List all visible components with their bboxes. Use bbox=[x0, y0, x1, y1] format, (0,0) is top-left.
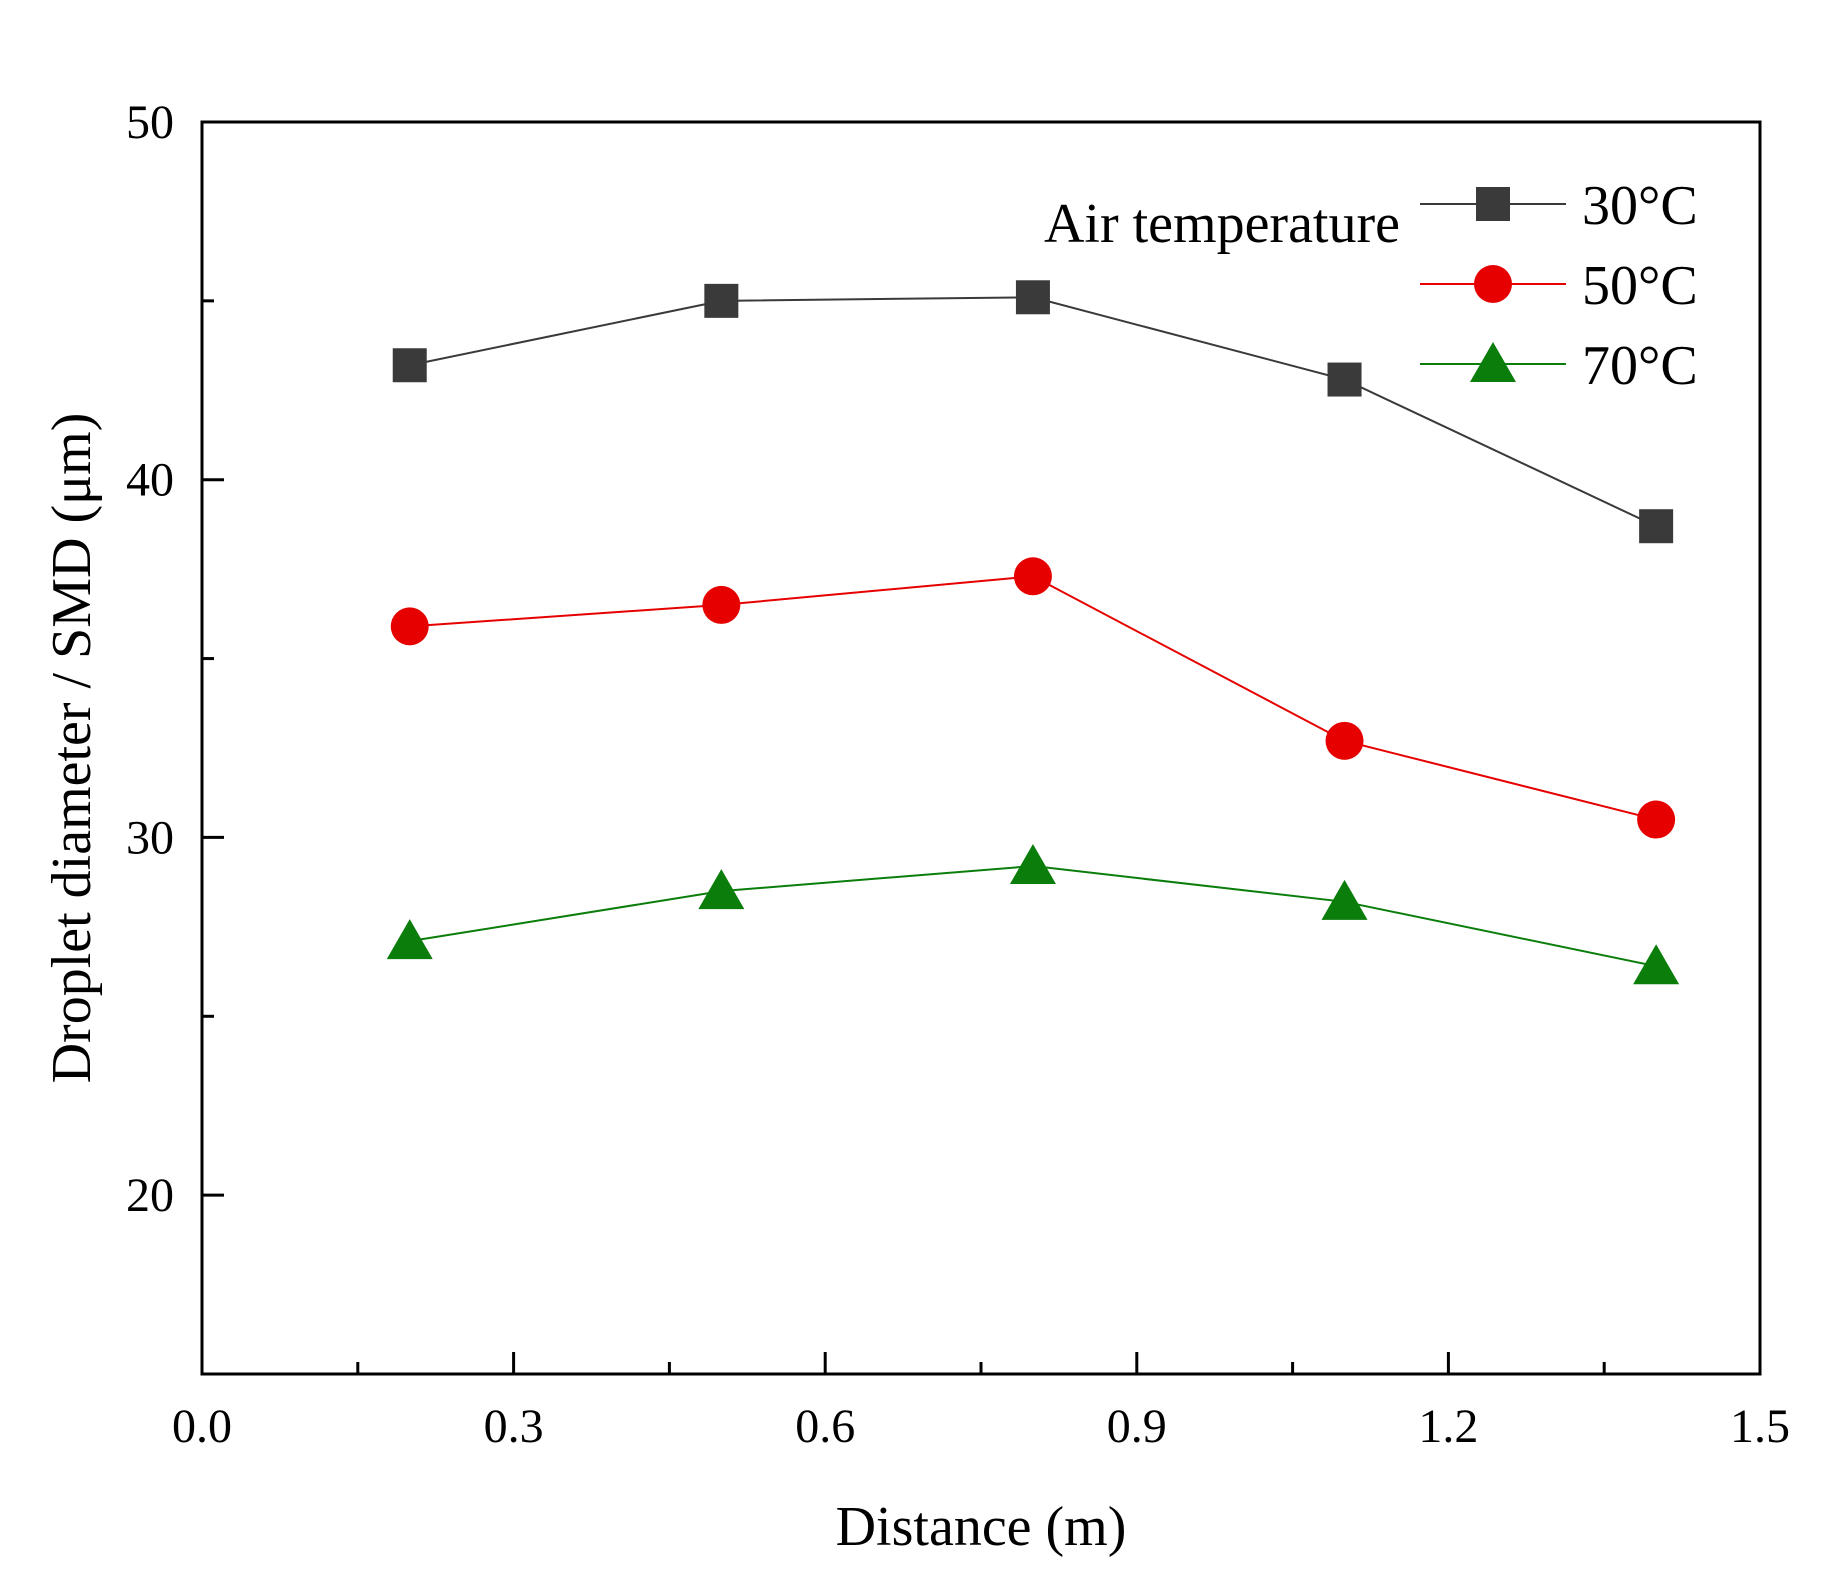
legend-label: 70°C bbox=[1582, 335, 1698, 397]
data-point bbox=[1015, 280, 1050, 315]
x-tick-label: 0.6 bbox=[795, 1400, 855, 1453]
legend-item: 30°C bbox=[1420, 175, 1698, 237]
data-point bbox=[1321, 879, 1368, 920]
data-point bbox=[386, 919, 433, 960]
y-axis-label: Droplet diameter / SMD (μm) bbox=[41, 413, 103, 1084]
x-tick-label: 1.5 bbox=[1730, 1400, 1790, 1453]
data-point bbox=[390, 607, 429, 646]
plot-frame bbox=[200, 120, 1762, 1376]
series-line bbox=[409, 296, 1657, 528]
y-tick-label: 40 bbox=[126, 454, 174, 507]
data-point bbox=[1325, 721, 1364, 760]
legend-marker bbox=[1476, 187, 1510, 221]
legend-marker bbox=[1474, 265, 1512, 303]
y-tick-label: 50 bbox=[126, 96, 174, 149]
series-triangle bbox=[386, 844, 1680, 985]
series-square bbox=[392, 280, 1674, 544]
data-point bbox=[1639, 509, 1674, 544]
series-layer bbox=[386, 280, 1680, 985]
legend-item: 70°C bbox=[1420, 335, 1698, 397]
y-tick-label: 20 bbox=[126, 1169, 174, 1222]
data-point bbox=[1013, 557, 1052, 596]
x-tick-label: 1.2 bbox=[1418, 1400, 1478, 1453]
data-point bbox=[1009, 844, 1056, 885]
legend-item: 50°C bbox=[1420, 255, 1698, 317]
x-tick-label: 0.0 bbox=[172, 1400, 232, 1453]
data-point bbox=[698, 869, 745, 910]
data-point bbox=[392, 348, 427, 383]
series-line bbox=[409, 575, 1657, 821]
data-point bbox=[1327, 362, 1362, 397]
legend: Air temperature 30°C 50°C 70°C bbox=[1044, 175, 1698, 397]
data-point bbox=[1633, 944, 1680, 985]
x-tick-label: 0.3 bbox=[484, 1400, 544, 1453]
data-point bbox=[702, 585, 741, 624]
x-tick-label: 0.9 bbox=[1107, 1400, 1167, 1453]
y-tick-label: 30 bbox=[126, 811, 174, 864]
legend-title: Air temperature bbox=[1044, 193, 1400, 255]
y-axis-ticks: 20 30 40 50 bbox=[126, 96, 224, 1222]
legend-label: 30°C bbox=[1582, 175, 1698, 237]
x-axis-label: Distance (m) bbox=[836, 1496, 1127, 1558]
x-axis-ticks: 0.0 0.3 0.6 0.9 1.2 1.5 bbox=[172, 1352, 1790, 1453]
legend-label: 50°C bbox=[1582, 255, 1698, 317]
legend-marker bbox=[1470, 342, 1516, 382]
data-point bbox=[1637, 800, 1676, 839]
data-point bbox=[704, 283, 739, 318]
series-circle bbox=[390, 557, 1676, 839]
